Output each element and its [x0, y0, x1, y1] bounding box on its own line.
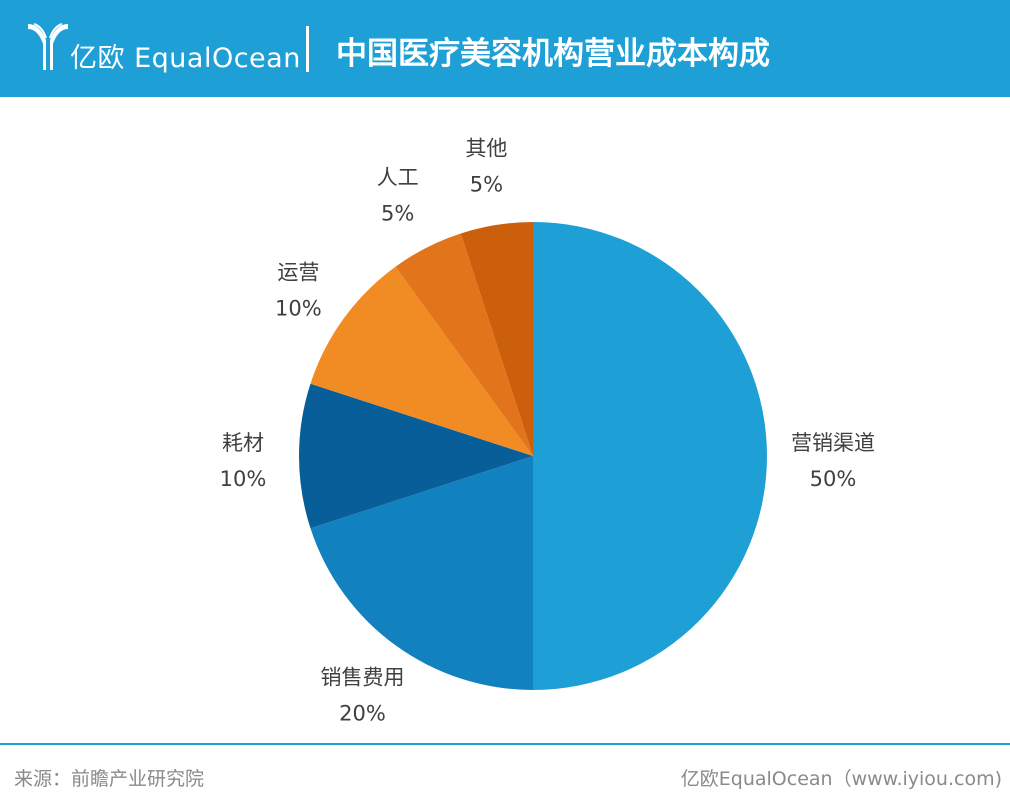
slice-label-1: 销售费用 — [321, 666, 405, 690]
slice-value-4: 5% — [381, 202, 414, 226]
slice-label-3: 运营 — [277, 261, 319, 285]
credit-note: 亿欧EqualOcean（www.iyiou.com) — [680, 768, 1002, 790]
slice-label-5: 其他 — [465, 137, 507, 161]
header-bar: 亿欧 EqualOcean 中国医疗美容机构营业成本构成 — [0, 0, 1010, 97]
pie-slice-1 — [310, 456, 533, 690]
slice-value-5: 5% — [470, 173, 503, 197]
slice-label-2: 耗材 — [222, 431, 264, 455]
header-divider — [306, 26, 309, 72]
page-title: 中国医疗美容机构营业成本构成 — [336, 36, 770, 72]
slice-label-0: 营销渠道 — [791, 431, 875, 455]
footer-divider — [0, 743, 1010, 745]
pie-slice-5 — [460, 222, 533, 456]
source-note: 来源：前瞻产业研究院 — [14, 768, 205, 790]
slice-value-3: 10% — [275, 297, 322, 321]
brand-name: 亿欧 EqualOcean — [70, 43, 301, 74]
pie-slice-0 — [533, 222, 767, 690]
pie-slice-2 — [298, 383, 533, 529]
slice-value-0: 50% — [810, 467, 857, 491]
pie-chart: 营销渠道 50% 销售费用 20% 耗材 10% 运营 10% 人工 5% 其他 5% — [220, 137, 875, 726]
slice-value-2: 10% — [220, 467, 267, 491]
slice-value-1: 20% — [339, 702, 386, 726]
pie-slice-3 — [310, 266, 533, 456]
slice-label-4: 人工 — [377, 166, 419, 190]
pie-slice-4 — [395, 233, 533, 456]
equalocean-y-logo-icon — [28, 23, 68, 70]
